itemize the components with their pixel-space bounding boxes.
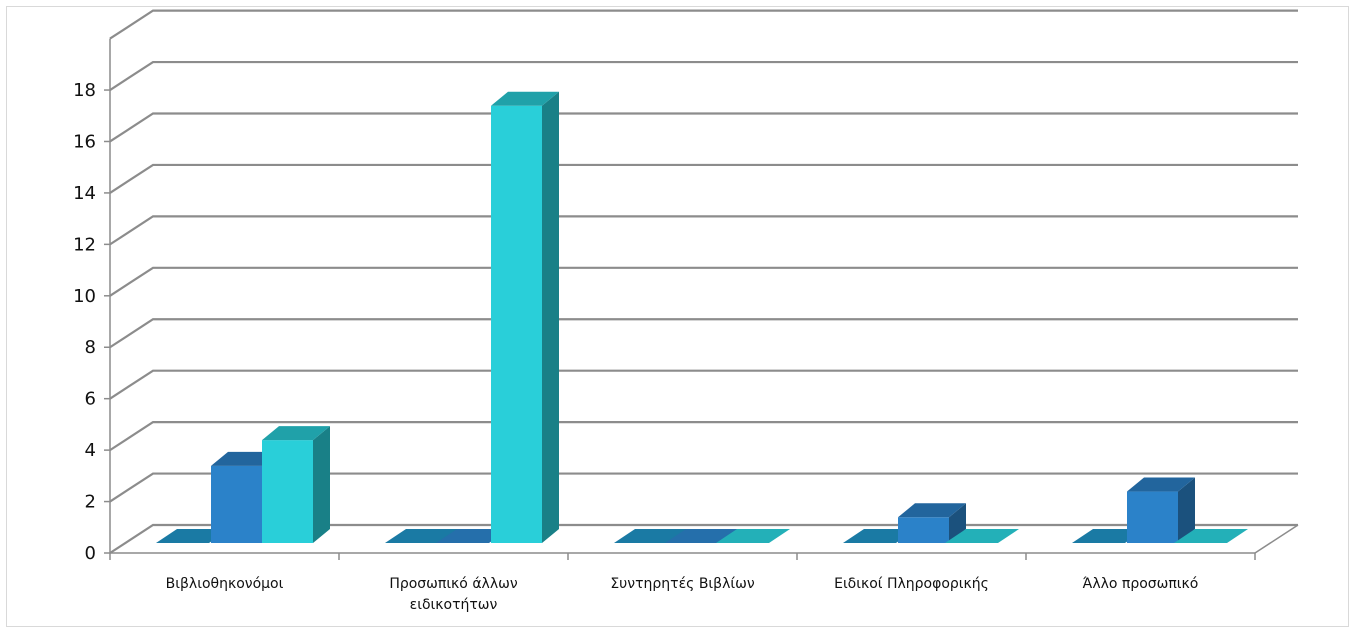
gridline	[109, 163, 1298, 194]
bar	[614, 529, 688, 543]
y-tick-label: 16	[73, 131, 96, 152]
gridline-top	[109, 9, 1298, 40]
y-tick-label: 12	[73, 234, 96, 255]
bar	[665, 529, 739, 543]
y-tick-label: 0	[85, 543, 96, 564]
y-tick-label: 18	[73, 80, 96, 101]
bar	[716, 529, 790, 543]
bar	[898, 503, 966, 543]
x-tick-labels: Βιβλιοθηκονόμοι Προσωπικό άλλων ειδικοτήτω…	[166, 576, 1199, 613]
y-tick-labels: 0 2 4 6 8 10 12 14 16 18	[73, 80, 96, 564]
bars	[156, 91, 1248, 543]
x-tick-label: Ειδικοί Πληροφορικής	[834, 576, 989, 592]
y-tick-label: 2	[85, 492, 96, 513]
gridline	[109, 472, 1298, 503]
floor-right-edge	[1254, 524, 1299, 554]
bar	[385, 529, 459, 543]
bar	[1127, 477, 1195, 543]
bar	[262, 426, 330, 543]
gridline	[109, 266, 1298, 297]
gridline	[109, 369, 1298, 400]
y-tick-label: 14	[73, 183, 96, 204]
y-tick-label: 10	[73, 286, 96, 307]
gridline	[109, 112, 1298, 143]
bar	[1174, 529, 1248, 543]
x-tick-label: Συντηρητές Βιβλίων	[610, 576, 755, 592]
gridline	[109, 421, 1298, 452]
x-tick-label: Άλλο προσωπικό	[1083, 576, 1199, 592]
bar	[491, 91, 559, 543]
x-tick-label: Βιβλιοθηκονόμοι	[166, 576, 284, 592]
y-tick-label: 4	[85, 440, 96, 461]
gridline	[109, 60, 1298, 91]
gridline	[109, 318, 1298, 349]
bar	[945, 529, 1019, 543]
x-tick-label: Προσωπικό άλλων ειδικοτήτων	[389, 576, 518, 613]
axes	[104, 38, 1299, 560]
y-tick-label: 8	[85, 337, 96, 358]
y-tick-label: 6	[85, 389, 96, 410]
gridline	[109, 215, 1298, 246]
